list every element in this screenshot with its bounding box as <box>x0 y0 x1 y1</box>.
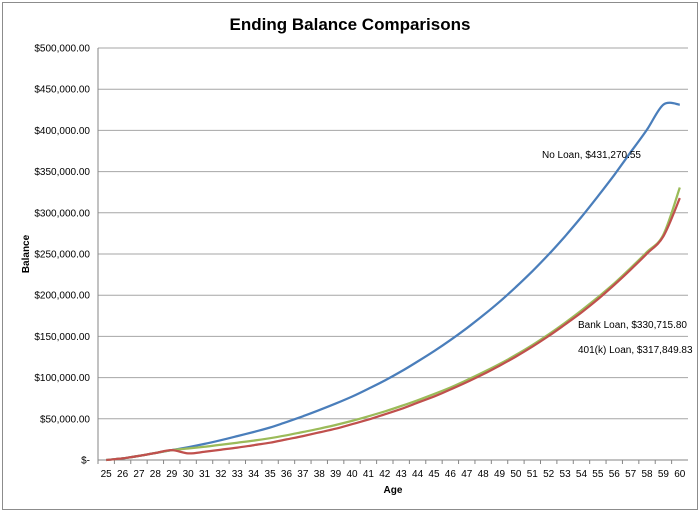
x-tick-label: 53 <box>560 469 572 480</box>
x-tick-label: 60 <box>674 469 686 480</box>
x-tick-label: 47 <box>461 469 473 480</box>
x-tick-label: 58 <box>641 469 653 480</box>
x-tick-label: 32 <box>215 469 227 480</box>
x-tick-label: 36 <box>281 469 293 480</box>
x-tick-label: 51 <box>527 469 539 480</box>
x-tick-label: 56 <box>609 469 621 480</box>
x-tick-label: 35 <box>265 469 277 480</box>
x-tick-label: 37 <box>297 469 309 480</box>
series-line <box>106 101 680 462</box>
x-tick-label: 41 <box>363 469 375 480</box>
x-tick-label: 46 <box>445 469 457 480</box>
x-tick-label: 49 <box>494 469 506 480</box>
y-tick-label: $250,000.00 <box>34 250 90 261</box>
series-line <box>106 197 681 462</box>
y-tick-label: $100,000.00 <box>34 373 90 384</box>
y-tick-label: $300,000.00 <box>34 208 90 219</box>
grid-lines <box>97 47 688 461</box>
x-tick-label: 40 <box>346 469 358 480</box>
annotation-no-loan: No Loan, $431,270.55 <box>542 150 641 161</box>
y-tick-label: $150,000.00 <box>34 332 90 343</box>
x-tick-label: 38 <box>314 469 326 480</box>
x-tick-labels: 25 26 27 28 29 30 31 32 33 34 35 36 37 38 39 40 41 42 43 44… <box>97 460 686 480</box>
x-tick-label: 48 <box>478 469 490 480</box>
y-tick-label: $500,000.00 <box>34 44 90 55</box>
x-tick-label: 33 <box>232 469 244 480</box>
x-tick-label: 59 <box>658 469 670 480</box>
x-tick-label: 29 <box>166 469 178 480</box>
x-tick-label: 45 <box>428 469 440 480</box>
x-tick-label: 26 <box>117 469 129 480</box>
x-tick-label: 25 <box>101 469 113 480</box>
x-tick-label: 28 <box>150 469 162 480</box>
x-tick-label: 54 <box>576 469 588 480</box>
series-line <box>106 187 681 462</box>
x-axis-title: Age <box>384 485 403 496</box>
y-tick-label: $350,000.00 <box>34 167 90 178</box>
x-tick-label: 57 <box>625 469 637 480</box>
y-tick-label: $200,000.00 <box>34 291 90 302</box>
y-axis-title: Balance <box>21 234 32 273</box>
x-tick-label: 34 <box>248 469 260 480</box>
x-tick-label: 44 <box>412 469 424 480</box>
x-tick-label: 43 <box>396 469 408 480</box>
y-tick-label: $450,000.00 <box>34 85 90 96</box>
y-tick-label: $- <box>81 456 90 467</box>
annotation-bank-loan: Bank Loan, $330,715.80 <box>578 320 687 331</box>
y-tick-labels: $- $50,000.00 $100,000.00 $150,000.00 $200,0… <box>34 44 90 467</box>
x-tick-label: 50 <box>510 469 522 480</box>
chart-title: Ending Balance Comparisons <box>230 15 471 34</box>
y-tick-label: $400,000.00 <box>34 126 90 137</box>
x-tick-label: 42 <box>379 469 391 480</box>
y-tick-label: $50,000.00 <box>40 414 90 425</box>
annotation-401k-loan: 401(k) Loan, $317,849.83 <box>578 345 693 356</box>
x-tick-label: 39 <box>330 469 342 480</box>
x-tick-label: 31 <box>199 469 211 480</box>
x-tick-label: 27 <box>133 469 145 480</box>
x-tick-label: 55 <box>592 469 604 480</box>
x-tick-label: 30 <box>183 469 195 480</box>
x-tick-label: 52 <box>543 469 555 480</box>
series-lines <box>106 101 681 462</box>
